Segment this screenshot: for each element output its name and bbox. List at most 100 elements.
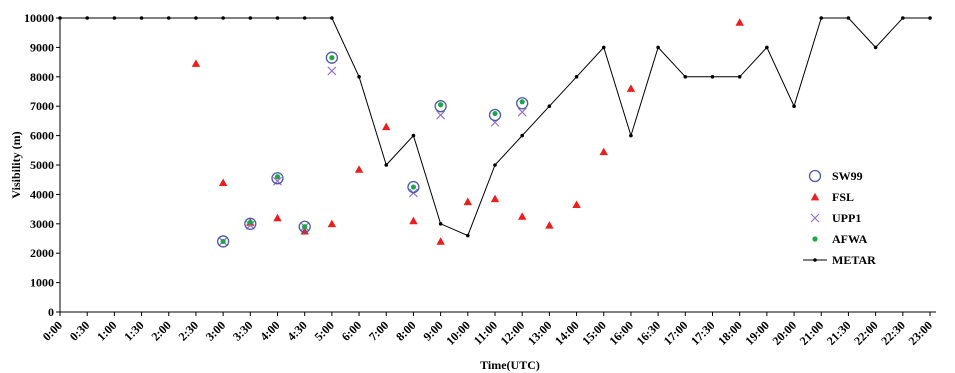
data-point-metar <box>574 75 579 79</box>
data-point-fsl <box>490 194 500 203</box>
series-upp1 <box>218 66 527 246</box>
y-tick-label: 0 <box>48 305 54 319</box>
data-point-sw99 <box>407 180 420 194</box>
data-point-afwa <box>438 102 444 108</box>
data-point-metar <box>846 16 851 20</box>
x-tick-label: 1:30 <box>121 318 146 343</box>
data-point-afwa <box>492 110 498 117</box>
data-point-metar <box>302 16 307 20</box>
data-point-sw99 <box>298 220 311 233</box>
y-tick-label: 1000 <box>30 276 54 290</box>
y-tick-label: 10000 <box>24 11 54 25</box>
data-point-afwa <box>519 99 525 105</box>
data-point-fsl <box>191 59 201 67</box>
data-point-sw99 <box>244 217 257 230</box>
x-tick-label: 23:00 <box>905 318 935 348</box>
data-point-metar <box>166 16 171 20</box>
data-point-afwa <box>329 55 335 61</box>
data-point-metar <box>737 75 742 79</box>
x-tick-label: 13:00 <box>525 318 555 348</box>
legend-marker-metar <box>813 258 817 262</box>
x-tick-label: 14:00 <box>552 318 582 348</box>
x-tick-label: 16:00 <box>606 318 636 348</box>
x-tick-label: 0:30 <box>67 318 92 343</box>
data-point-upp1 <box>517 107 527 117</box>
x-tick-label: 21:00 <box>797 318 827 348</box>
series-metar-line <box>60 17 930 237</box>
data-point-afwa <box>247 219 253 225</box>
data-point-metar <box>330 16 334 20</box>
y-tick-label: 7000 <box>30 99 54 113</box>
x-tick-label: 19:00 <box>742 318 772 348</box>
data-point-afwa <box>220 238 226 245</box>
data-point-fsl <box>273 213 282 222</box>
legend-marker-afwa <box>812 236 818 242</box>
data-point-upp1 <box>436 110 446 120</box>
data-point-fsl <box>735 18 744 26</box>
x-tick-label: 4:30 <box>284 318 309 343</box>
data-point-metar <box>547 104 552 108</box>
legend-label-afwa: AFWA <box>832 232 868 246</box>
legend-label-metar: METAR <box>832 253 876 267</box>
x-tick-label: 2:00 <box>148 318 173 343</box>
series-sw99 <box>216 51 529 248</box>
x-tick-label: 17:00 <box>661 318 691 348</box>
x-tick-label: 3:00 <box>203 318 228 343</box>
x-tick-label: 20:00 <box>769 318 799 348</box>
x-tick-label: 21:30 <box>824 318 854 348</box>
data-point-metar <box>248 16 253 20</box>
x-tick-label: 12:00 <box>498 318 528 348</box>
x-tick-label: 2:30 <box>176 318 201 343</box>
data-point-fsl <box>626 84 636 92</box>
series-afwa <box>220 55 525 245</box>
data-point-upp1 <box>327 66 337 76</box>
series-metar <box>58 16 932 238</box>
data-point-metar <box>221 16 225 20</box>
data-point-metar <box>873 45 878 50</box>
data-point-metar <box>466 233 470 238</box>
x-tick-label: 6:00 <box>339 318 364 343</box>
data-point-sw99 <box>516 97 529 110</box>
data-point-metar <box>520 133 524 138</box>
legend-marker-upp1 <box>810 213 820 223</box>
y-tick-label: 8000 <box>30 70 54 84</box>
data-point-fsl <box>463 197 473 206</box>
legend-marker-fsl <box>810 192 820 201</box>
data-point-fsl <box>545 221 554 229</box>
y-tick-label: 3000 <box>30 217 54 231</box>
x-tick-label: 10:00 <box>443 318 473 348</box>
data-point-upp1 <box>273 176 282 186</box>
x-tick-label: 22:30 <box>878 318 908 348</box>
y-axis-title: Visibility (m) <box>9 131 23 198</box>
x-axis-title: Time(UTC) <box>480 358 540 372</box>
data-point-sw99 <box>325 51 339 64</box>
legend: SW99 FSL UPP1 AFWA METAR <box>803 169 876 267</box>
series-fsl <box>191 18 744 245</box>
data-point-metar <box>139 16 144 20</box>
y-tick-label: 5000 <box>30 158 54 172</box>
y-tick-label: 4000 <box>30 187 54 201</box>
legend-label-sw99: SW99 <box>832 169 863 183</box>
data-point-metar <box>438 222 443 226</box>
data-point-fsl <box>599 147 608 156</box>
data-point-metar <box>928 16 932 20</box>
x-tick-label: 22:00 <box>851 318 881 348</box>
data-point-metar <box>601 45 606 50</box>
x-tick-label: 15:00 <box>579 318 609 348</box>
data-point-metar <box>765 45 769 50</box>
x-tick-label: 5:00 <box>312 318 337 343</box>
data-point-fsl <box>218 178 228 186</box>
data-point-metar <box>629 133 633 138</box>
data-point-fsl <box>354 165 364 173</box>
y-ticks: 0 1000 2000 3000 4000 5000 6000 7000 8000 9000 100… <box>24 11 60 319</box>
data-point-metar <box>85 16 89 20</box>
data-point-metar <box>384 163 389 167</box>
data-point-sw99 <box>271 172 284 185</box>
data-point-metar <box>656 45 660 50</box>
plot-area: 0 1000 2000 3000 4000 5000 6000 7000 8000 9000 100… <box>24 11 936 348</box>
x-tick-label: 11:00 <box>471 318 500 347</box>
x-tick-label: 3:30 <box>230 318 255 343</box>
data-point-metar <box>792 104 796 108</box>
data-point-metar <box>710 75 715 79</box>
